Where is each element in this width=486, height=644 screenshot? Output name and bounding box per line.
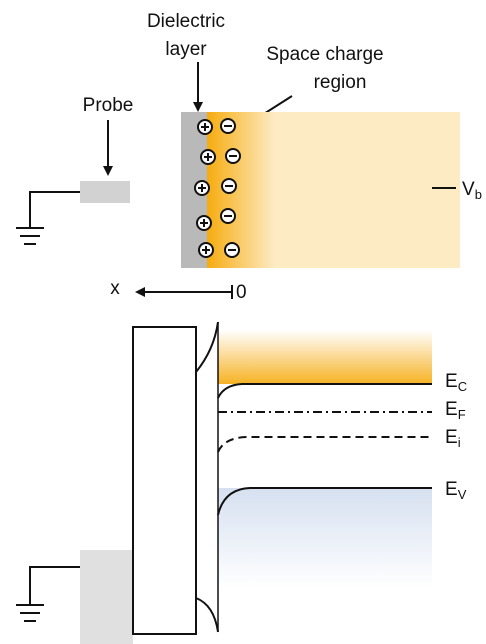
metal xyxy=(80,550,133,644)
band-label: EF xyxy=(445,399,466,422)
ground xyxy=(16,228,44,244)
label: E xyxy=(445,479,458,500)
label: Probe xyxy=(83,95,134,116)
axis-origin: 0 xyxy=(236,282,247,303)
subscript: b xyxy=(475,187,482,202)
subscript: F xyxy=(458,407,466,422)
subscript: V xyxy=(458,487,467,502)
label: E xyxy=(445,399,458,420)
label: Dielectric xyxy=(147,11,225,32)
subscript: i xyxy=(458,435,461,450)
band-label: Ei xyxy=(445,427,461,450)
valence-fill xyxy=(218,488,432,588)
label: Space charge xyxy=(266,44,383,65)
label: V xyxy=(462,179,475,200)
diagram: Dielectric layer Space charge region Pro… xyxy=(0,0,486,644)
wire xyxy=(30,192,80,228)
label: layer xyxy=(165,39,207,60)
axis-label: x xyxy=(110,278,120,299)
curve xyxy=(196,322,218,372)
subscript: C xyxy=(458,379,467,394)
label: E xyxy=(445,371,458,392)
label: E xyxy=(445,427,458,448)
ground xyxy=(16,605,44,621)
curve xyxy=(196,598,218,632)
label: region xyxy=(314,72,367,93)
space-charge-region xyxy=(207,112,275,268)
bias-label: Vb xyxy=(462,179,482,202)
ei-line xyxy=(218,437,432,452)
page: {"top": {"dielectric": ["Dielectric", "l… xyxy=(0,0,486,644)
ec-line xyxy=(218,384,432,398)
dielectric-box xyxy=(133,327,196,634)
probe xyxy=(80,181,130,203)
band-label: EV xyxy=(445,479,467,502)
conduction-fill xyxy=(218,330,432,384)
band-label: EC xyxy=(445,371,467,394)
wire xyxy=(30,567,80,605)
